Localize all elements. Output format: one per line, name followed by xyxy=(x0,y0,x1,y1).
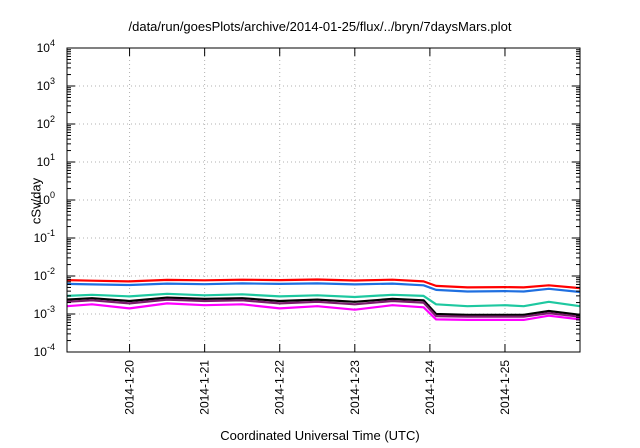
series-line-4 xyxy=(66,296,581,316)
x-tick-label: 2014-1-22 xyxy=(273,360,287,415)
series-group xyxy=(66,278,581,321)
y-tick-label: 10-2 xyxy=(34,266,55,283)
y-tick-label: 100 xyxy=(37,190,55,207)
x-tick-label: 2014-1-21 xyxy=(198,360,212,415)
y-tick-label: 10-4 xyxy=(34,342,55,359)
y-tick-label: 102 xyxy=(37,114,55,131)
series-line-1 xyxy=(66,278,581,290)
y-tick-label: 10-1 xyxy=(34,228,55,245)
series-line-3 xyxy=(66,292,581,308)
ticks xyxy=(67,47,580,353)
y-tick-label: 101 xyxy=(37,152,55,169)
x-axis-label: Coordinated Universal Time (UTC) xyxy=(220,428,420,443)
series-line-5 xyxy=(66,298,581,318)
y-tick-label: 10-3 xyxy=(34,304,55,321)
series-line-6 xyxy=(66,302,581,321)
x-tick-label: 2014-1-24 xyxy=(423,360,437,415)
y-tick-label: 103 xyxy=(37,76,55,93)
x-tick-label: 2014-1-20 xyxy=(123,360,137,415)
chart-title: /data/run/goesPlots/archive/2014-01-25/f… xyxy=(128,19,512,34)
tick-labels: 10-4 10-3 10-2 10-1 100 101 102 103 104 2014-1-20… xyxy=(34,38,512,415)
y-tick-label: 104 xyxy=(37,38,55,55)
x-tick-label: 2014-1-25 xyxy=(498,360,512,415)
grid xyxy=(67,48,580,352)
x-tick-label: 2014-1-23 xyxy=(348,360,362,415)
series-line-2 xyxy=(66,282,581,294)
